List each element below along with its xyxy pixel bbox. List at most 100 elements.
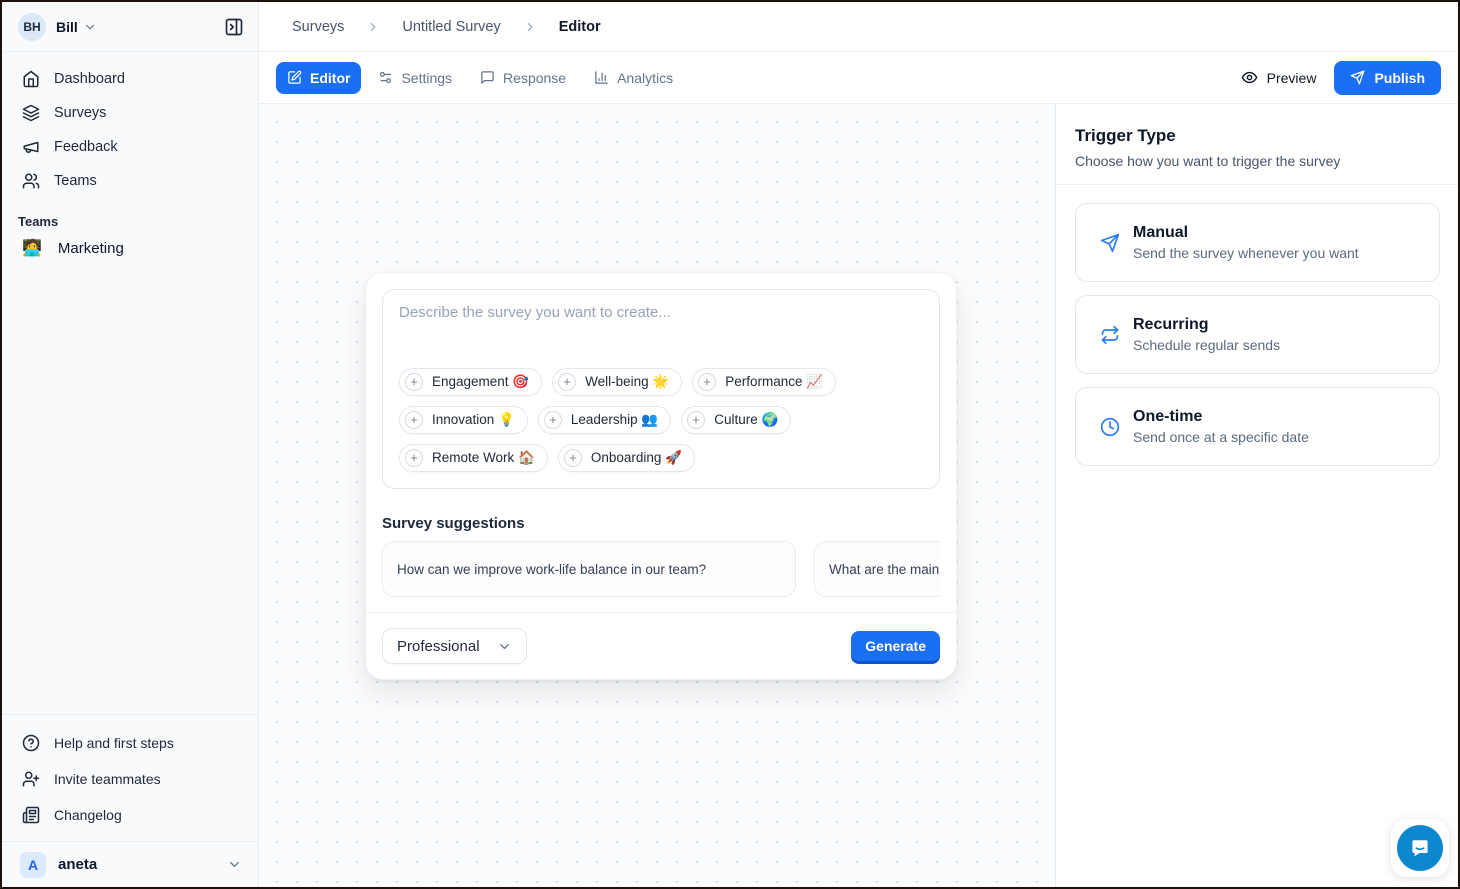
chip-label: Remote Work 🏠 bbox=[432, 450, 535, 465]
plus-icon bbox=[405, 449, 423, 467]
users-icon bbox=[22, 172, 40, 190]
trigger-option-recurring[interactable]: Recurring Schedule regular sends bbox=[1075, 295, 1440, 374]
sliders-icon bbox=[378, 70, 393, 85]
generate-button[interactable]: Generate bbox=[851, 631, 940, 661]
topic-chip-leadership[interactable]: Leadership 👥 bbox=[537, 406, 672, 434]
breadcrumb-untitled-survey[interactable]: Untitled Survey bbox=[402, 18, 501, 35]
user-plus-icon bbox=[22, 770, 40, 788]
pen-square-icon bbox=[287, 70, 302, 85]
topic-chip-onboarding[interactable]: Onboarding 🚀 bbox=[557, 444, 695, 472]
chip-label: Engagement 🎯 bbox=[432, 374, 530, 389]
sidebar-item-invite[interactable]: Invite teammates bbox=[2, 761, 258, 797]
topic-chips: Engagement 🎯 Well-being 🌟 Performance 📈 bbox=[399, 368, 923, 472]
user-name: aneta bbox=[58, 856, 98, 873]
plus-icon bbox=[405, 373, 423, 391]
teams-section-label: Teams bbox=[18, 214, 59, 229]
tone-dropdown[interactable]: Professional bbox=[382, 628, 527, 664]
plus-icon bbox=[558, 373, 577, 391]
workspace-avatar[interactable]: BH bbox=[18, 12, 46, 41]
chat-launcher-button[interactable] bbox=[1397, 825, 1443, 871]
send-icon bbox=[1350, 70, 1365, 85]
workspace-name[interactable]: Bill bbox=[56, 18, 78, 35]
trigger-title: Recurring bbox=[1133, 316, 1209, 333]
bar-chart-icon bbox=[594, 70, 609, 85]
trigger-title: Manual bbox=[1133, 224, 1189, 241]
sidebar-item-feedback[interactable]: Feedback bbox=[2, 130, 250, 164]
workspace-header: BH Bill bbox=[2, 2, 258, 52]
topic-chip-culture[interactable]: Culture 🌍 bbox=[681, 406, 792, 434]
tab-editor[interactable]: Editor bbox=[276, 61, 362, 94]
chevron-down-icon[interactable] bbox=[83, 20, 97, 34]
survey-prompt-box: Engagement 🎯 Well-being 🌟 Performance 📈 bbox=[382, 289, 940, 489]
sidebar-item-help[interactable]: Help and first steps bbox=[2, 725, 258, 761]
user-avatar: A bbox=[20, 851, 46, 878]
panel-subtitle: Choose how you want to trigger the surve… bbox=[1075, 153, 1341, 169]
topic-chip-engagement[interactable]: Engagement 🎯 bbox=[399, 368, 543, 396]
topic-chip-well-being[interactable]: Well-being 🌟 bbox=[552, 368, 683, 396]
preview-button[interactable]: Preview bbox=[1241, 69, 1316, 86]
trigger-type-panel: Trigger Type Choose how you want to trig… bbox=[1055, 104, 1458, 887]
sidebar: BH Bill Dashboard Surv bbox=[2, 2, 259, 887]
help-circle-icon bbox=[22, 734, 40, 752]
survey-prompt-input[interactable] bbox=[399, 304, 923, 368]
plus-icon bbox=[698, 373, 717, 391]
chip-label: Leadership 👥 bbox=[570, 412, 659, 427]
account-switcher[interactable]: A aneta bbox=[2, 841, 258, 887]
editor-canvas[interactable]: Engagement 🎯 Well-being 🌟 Performance 📈 bbox=[259, 104, 1055, 887]
suggestions-heading: Survey suggestions bbox=[382, 515, 525, 532]
plus-icon bbox=[687, 411, 706, 429]
team-emoji: 🧑‍💻 bbox=[22, 240, 42, 257]
clock-icon bbox=[1100, 417, 1120, 437]
main-area: Surveys Untitled Survey Editor Editor bbox=[259, 2, 1458, 887]
sidebar-item-label: Feedback bbox=[54, 139, 118, 155]
repeat-icon bbox=[1100, 325, 1120, 345]
trigger-option-one-time[interactable]: One-time Send once at a specific date bbox=[1075, 387, 1440, 466]
suggestion-card[interactable]: How can we improve work-life balance in … bbox=[382, 541, 796, 597]
content-row: Engagement 🎯 Well-being 🌟 Performance 📈 bbox=[259, 104, 1458, 887]
topic-chip-innovation[interactable]: Innovation 💡 bbox=[399, 406, 528, 434]
sidebar-item-teams[interactable]: Teams bbox=[2, 164, 250, 198]
megaphone-icon bbox=[22, 138, 40, 156]
suggestions-row: How can we improve work-life balance in … bbox=[382, 541, 940, 597]
tab-label: Response bbox=[503, 69, 567, 86]
sidebar-item-surveys[interactable]: Surveys bbox=[2, 96, 250, 130]
sidebar-spacer bbox=[2, 265, 258, 714]
chevron-down-icon bbox=[497, 639, 512, 654]
sidebar-item-label: Help and first steps bbox=[54, 735, 174, 751]
sidebar-collapse-button[interactable] bbox=[224, 17, 244, 37]
newspaper-icon bbox=[22, 806, 40, 824]
topic-chip-remote-work[interactable]: Remote Work 🏠 bbox=[399, 444, 548, 472]
trigger-description: Send once at a specific date bbox=[1133, 429, 1309, 445]
suggestion-card[interactable]: What are the main ob bbox=[814, 541, 940, 597]
chevron-down-icon bbox=[227, 857, 242, 872]
message-square-icon bbox=[480, 70, 495, 85]
ai-survey-generator-card: Engagement 🎯 Well-being 🌟 Performance 📈 bbox=[365, 272, 957, 680]
tab-label: Analytics bbox=[617, 69, 674, 86]
trigger-description: Send the survey whenever you want bbox=[1133, 245, 1359, 261]
plus-icon bbox=[405, 411, 423, 429]
panel-title: Trigger Type bbox=[1075, 126, 1176, 145]
tab-analytics[interactable]: Analytics bbox=[583, 62, 684, 94]
sidebar-item-dashboard[interactable]: Dashboard bbox=[2, 62, 250, 96]
sidebar-item-label: Surveys bbox=[54, 105, 107, 121]
sidebar-item-changelog[interactable]: Changelog bbox=[2, 797, 258, 833]
tab-settings[interactable]: Settings bbox=[367, 62, 463, 94]
sidebar-team-marketing[interactable]: 🧑‍💻 Marketing bbox=[2, 231, 250, 265]
breadcrumb-surveys[interactable]: Surveys bbox=[292, 18, 345, 35]
chevron-right-icon bbox=[366, 20, 380, 34]
tabs: Editor Settings Response bbox=[276, 61, 684, 94]
publish-button[interactable]: Publish bbox=[1334, 60, 1441, 95]
tab-response[interactable]: Response bbox=[469, 62, 577, 94]
toolbar-actions: Preview Publish bbox=[1241, 60, 1441, 95]
chat-bubble-icon bbox=[1409, 837, 1431, 859]
panel-collapse-icon bbox=[224, 17, 244, 37]
sidebar-item-label: Invite teammates bbox=[54, 771, 161, 787]
panel-divider bbox=[1056, 184, 1458, 185]
trigger-option-manual[interactable]: Manual Send the survey whenever you want bbox=[1075, 203, 1440, 282]
plus-icon bbox=[543, 411, 562, 429]
tab-label: Settings bbox=[401, 69, 453, 86]
topic-chip-performance[interactable]: Performance 📈 bbox=[692, 368, 837, 396]
layers-icon bbox=[22, 104, 40, 122]
sidebar-footer: Help and first steps Invite teammates Ch… bbox=[2, 714, 258, 887]
